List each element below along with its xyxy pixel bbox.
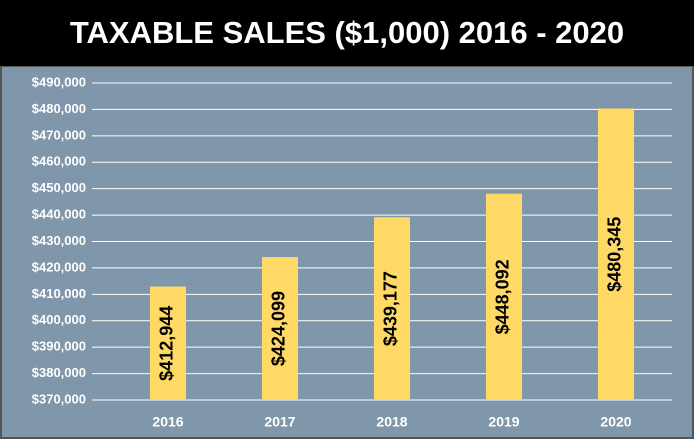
y-tick-label: $470,000 [32, 127, 86, 142]
y-tick-label: $430,000 [32, 233, 86, 248]
data-label: $412,944 [157, 306, 177, 381]
y-tick-label: $460,000 [32, 154, 86, 169]
x-tick-label: 2019 [488, 414, 519, 430]
chart-title: TAXABLE SALES ($1,000) 2016 - 2020 [0, 0, 694, 66]
x-tick-label: 2018 [376, 414, 407, 430]
x-tick-label: 2016 [152, 414, 183, 430]
y-tick-label: $390,000 [32, 339, 86, 354]
y-tick-label: $480,000 [32, 101, 86, 116]
bar [486, 193, 522, 400]
data-label: $439,177 [381, 271, 401, 346]
y-tick-label: $490,000 [32, 74, 86, 89]
y-tick-label: $420,000 [32, 259, 86, 274]
bar [374, 217, 410, 400]
y-tick-label: $400,000 [32, 312, 86, 327]
y-tick-label: $450,000 [32, 180, 86, 195]
bar [598, 108, 634, 400]
y-tick-label: $410,000 [32, 286, 86, 301]
y-tick-label: $440,000 [32, 207, 86, 222]
y-tick-label: $370,000 [32, 391, 86, 406]
data-label: $424,099 [269, 291, 289, 366]
data-label: $480,345 [605, 217, 625, 292]
chart: $370,000 $380,000 $390,000 $400,000 $410,000… [0, 66, 694, 439]
y-tick-label: $380,000 [32, 365, 86, 380]
x-tick-label: 2020 [600, 414, 631, 430]
bar [150, 286, 186, 400]
data-label: $448,092 [493, 259, 513, 334]
plot-background [0, 66, 694, 439]
x-tick-label: 2017 [264, 414, 295, 430]
bar [262, 257, 298, 400]
